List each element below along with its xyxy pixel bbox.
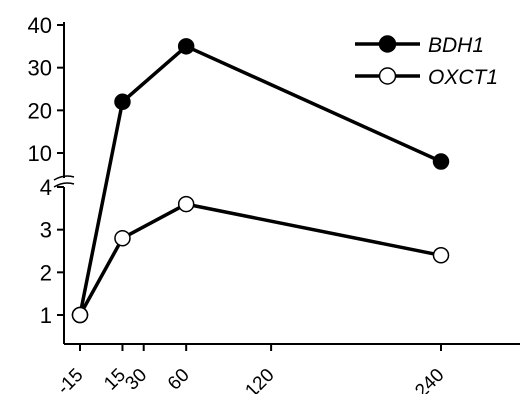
data-point-bdh1 — [114, 93, 131, 111]
data-point-bdh1 — [177, 38, 195, 55]
legend-marker-bdh1 — [378, 35, 397, 53]
series-line-oxct1 — [78, 202, 442, 316]
legend-marker-oxct1 — [378, 67, 397, 85]
legend: BDH1 OXCT1 — [355, 34, 498, 89]
y-tick-label: 3 — [40, 218, 52, 243]
y-tick-label: 30 — [28, 56, 52, 81]
legend-label-bdh1: BDH1 — [428, 34, 484, 57]
y-axis-break-upper — [53, 175, 75, 181]
x-tick-label: -15 — [53, 365, 87, 394]
y-tick-label: 40 — [28, 13, 52, 38]
series-line-bdh1 — [78, 44, 442, 316]
y-axis-break-lower — [53, 182, 75, 188]
x-tick-label: 60 — [164, 365, 194, 394]
data-point-oxct1 — [71, 306, 89, 324]
legend-label-oxct1: OXCT1 — [428, 66, 498, 89]
data-point-oxct1 — [177, 195, 195, 213]
x-tick-label: 30 — [121, 365, 151, 394]
data-point-oxct1 — [432, 247, 450, 264]
data-point-oxct1 — [114, 229, 131, 247]
y-tick-label: 10 — [28, 141, 52, 166]
y-tick-label: 2 — [40, 260, 52, 285]
x-tick-label: 240 — [411, 365, 448, 394]
x-tick-label: 120 — [241, 365, 278, 394]
data-point-bdh1 — [432, 153, 450, 170]
series-layer — [71, 38, 450, 324]
y-tick-label: 4 — [40, 175, 52, 200]
y-tick-label: 1 — [40, 303, 52, 328]
y-tick-label: 20 — [28, 98, 52, 123]
